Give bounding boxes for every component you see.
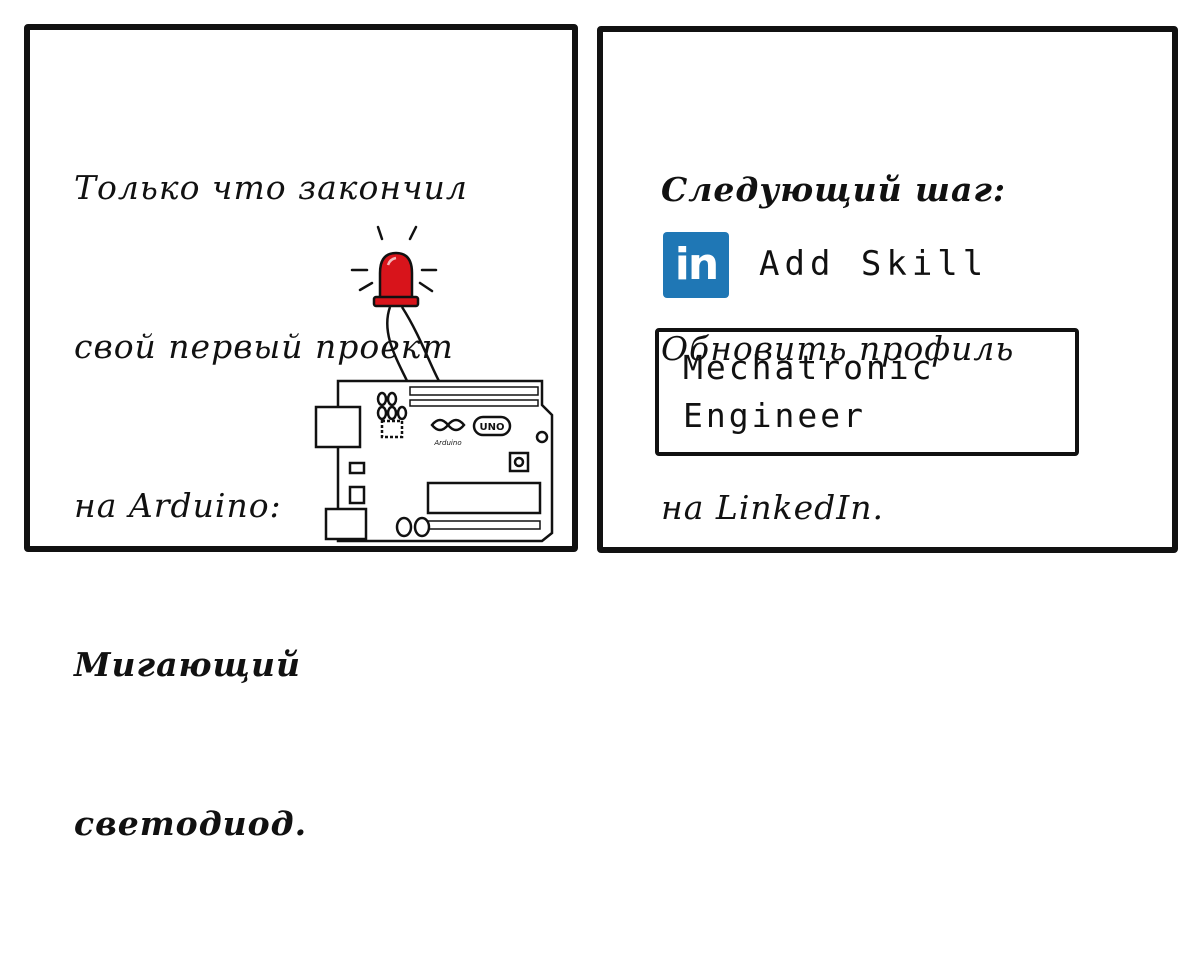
comic-panel-left: Только что закончил свой первый проект н… bbox=[24, 24, 578, 843]
right-caption: Следующий шаг: Обновить профиль на Linke… bbox=[661, 57, 1014, 640]
left-caption-line-4: Мигающий bbox=[74, 645, 301, 684]
skill-input-box: Mechatronic Engineer bbox=[655, 328, 1079, 456]
left-caption-line-3: на Arduino: bbox=[74, 486, 282, 525]
linkedin-logo-icon: in bbox=[663, 232, 729, 298]
arduino-board bbox=[314, 379, 554, 543]
skill-line-1: Mechatronic bbox=[683, 348, 935, 387]
comic-panel-right: Следующий шаг: Обновить профиль на Linke… bbox=[597, 26, 1178, 553]
skill-line-2: Engineer bbox=[683, 396, 866, 435]
left-caption-line-2: свой первый проект bbox=[74, 327, 454, 366]
add-skill-label: Add Skill bbox=[759, 244, 989, 284]
right-caption-line-1: Следующий шаг: bbox=[661, 170, 1007, 209]
board-labels: UNO Arduino bbox=[433, 422, 504, 447]
uno-label: UNO bbox=[480, 422, 505, 433]
arduino-with-led-drawing: UNO Arduino bbox=[314, 225, 554, 543]
left-caption-line-5: светодиод. bbox=[74, 804, 308, 843]
arduino-brand-label: Arduino bbox=[433, 439, 461, 447]
led-legs bbox=[386, 306, 442, 384]
right-caption-line-2: Обновить профиль bbox=[661, 329, 1015, 368]
led-rays bbox=[350, 225, 438, 293]
led-icon bbox=[372, 251, 420, 308]
left-caption-line-1: Только что закончил bbox=[74, 168, 468, 207]
right-caption-line-3: на LinkedIn. bbox=[661, 488, 885, 527]
